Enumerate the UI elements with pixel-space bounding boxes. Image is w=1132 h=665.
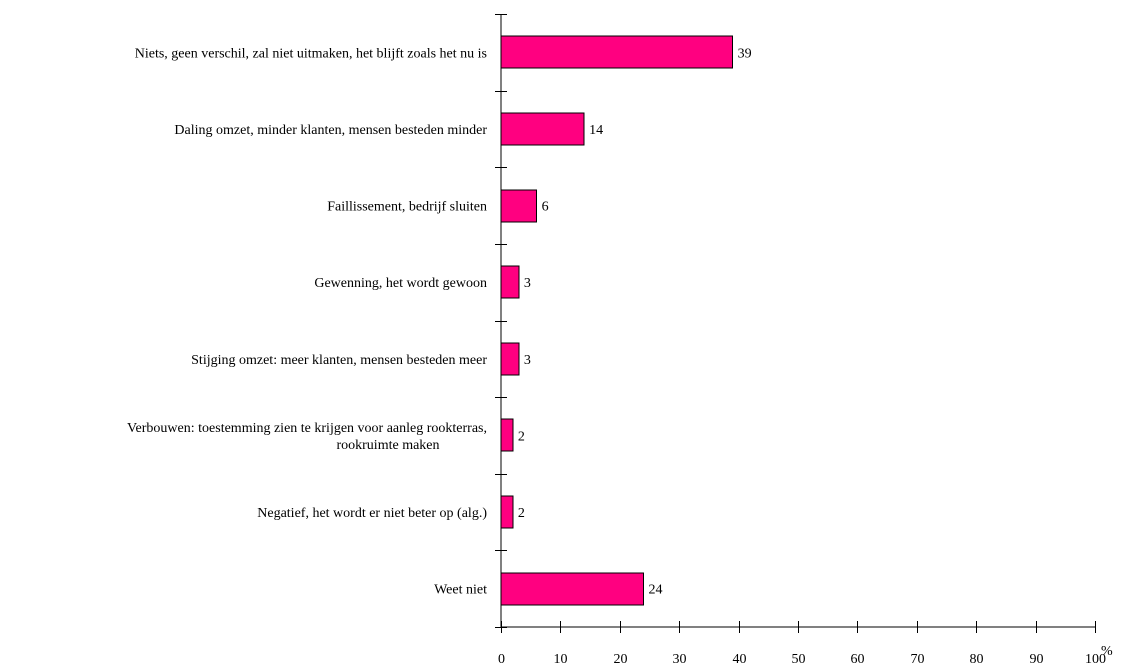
- x-tick-label: 10: [554, 652, 568, 665]
- value-label: 2: [518, 429, 525, 444]
- value-label: 2: [518, 506, 525, 521]
- category-label: Daling omzet, minder klanten, mensen bes…: [174, 123, 487, 138]
- x-tick-label: 20: [614, 652, 628, 665]
- bar: [500, 495, 514, 529]
- x-tick-label: 60: [851, 652, 865, 665]
- x-tick-label: 40: [733, 652, 747, 665]
- value-label: 3: [524, 353, 531, 368]
- x-tick-label: 100: [1085, 652, 1106, 665]
- category-label: Gewenning, het wordt gewoon: [314, 276, 487, 291]
- x-tick-label: 0: [498, 652, 505, 665]
- category-label: rookruimte maken: [336, 438, 439, 453]
- bar: [500, 572, 645, 606]
- category-label: Niets, geen verschil, zal niet uitmaken,…: [135, 46, 487, 61]
- bar: [500, 112, 585, 146]
- category-label: Stijging omzet: meer klanten, mensen bes…: [191, 353, 487, 368]
- x-tick-label: 90: [1030, 652, 1044, 665]
- x-tick-label: 70: [911, 652, 925, 665]
- category-label: Verbouwen: toestemming zien te krijgen v…: [127, 421, 487, 436]
- bars-group: [500, 35, 734, 606]
- bar: [500, 418, 514, 452]
- value-label: 3: [524, 276, 531, 291]
- bar: [500, 189, 538, 223]
- value-label: 39: [738, 46, 752, 61]
- bar: [500, 265, 520, 299]
- category-label: Weet niet: [434, 583, 487, 598]
- x-tick-label: 80: [970, 652, 984, 665]
- bar: [500, 342, 520, 376]
- value-label: 14: [589, 123, 603, 138]
- bar: [500, 35, 734, 69]
- category-label: Faillissement, bedrijf sluiten: [327, 200, 487, 215]
- axes: [500, 14, 1095, 628]
- x-axis-unit-label: %: [1101, 644, 1113, 659]
- x-tick-label: 50: [792, 652, 806, 665]
- value-labels: 39 14 6 3 3 2 2 24: [518, 46, 752, 597]
- category-labels: Niets, geen verschil, zal niet uitmaken,…: [127, 46, 487, 597]
- x-tick-label: 30: [673, 652, 687, 665]
- value-label: 6: [542, 200, 549, 215]
- axis-ticks: 0 10 20 30 40 50 60 70 80 90 100: [495, 14, 1106, 665]
- category-label: Negatief, het wordt er niet beter op (al…: [257, 506, 487, 521]
- value-label: 24: [649, 583, 663, 598]
